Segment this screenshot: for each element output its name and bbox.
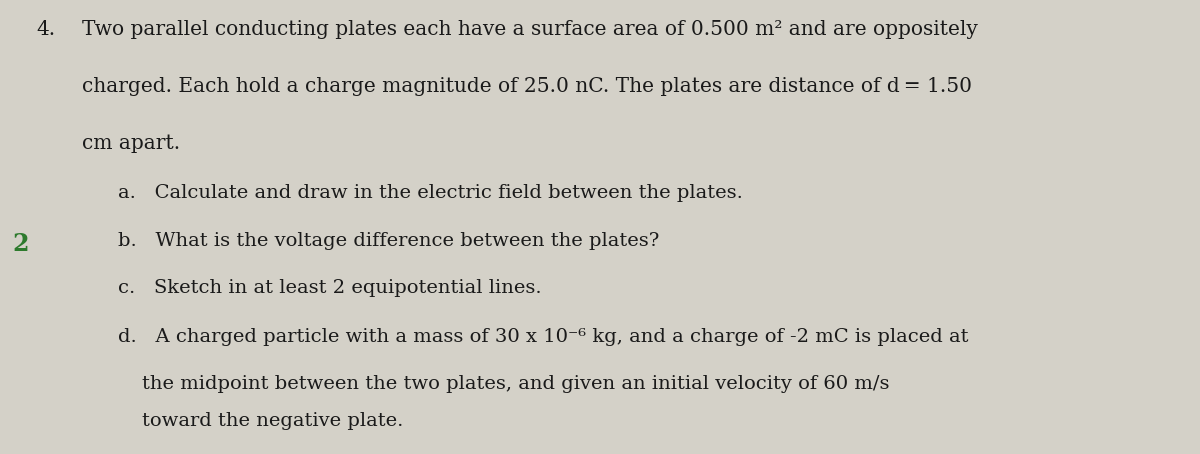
Text: cm apart.: cm apart. [82, 134, 180, 153]
Text: Two parallel conducting plates each have a surface area of 0.500 m² and are oppo: Two parallel conducting plates each have… [82, 20, 978, 39]
Text: b.   What is the voltage difference between the plates?: b. What is the voltage difference betwee… [118, 232, 659, 250]
Text: d.   A charged particle with a mass of 30 x 10⁻⁶ kg, and a charge of -2 mC is pl: d. A charged particle with a mass of 30 … [118, 328, 968, 346]
Text: 4.: 4. [36, 20, 55, 39]
Text: 2: 2 [12, 232, 29, 256]
Text: c.   Sketch in at least 2 equipotential lines.: c. Sketch in at least 2 equipotential li… [118, 279, 541, 297]
Text: charged. Each hold a charge magnitude of 25.0 nC. The plates are distance of d =: charged. Each hold a charge magnitude of… [82, 77, 972, 96]
Text: toward the negative plate.: toward the negative plate. [142, 412, 403, 430]
Text: the midpoint between the two plates, and given an initial velocity of 60 m/s: the midpoint between the two plates, and… [142, 375, 889, 394]
Text: a.   Calculate and draw in the electric field between the plates.: a. Calculate and draw in the electric fi… [118, 184, 743, 202]
